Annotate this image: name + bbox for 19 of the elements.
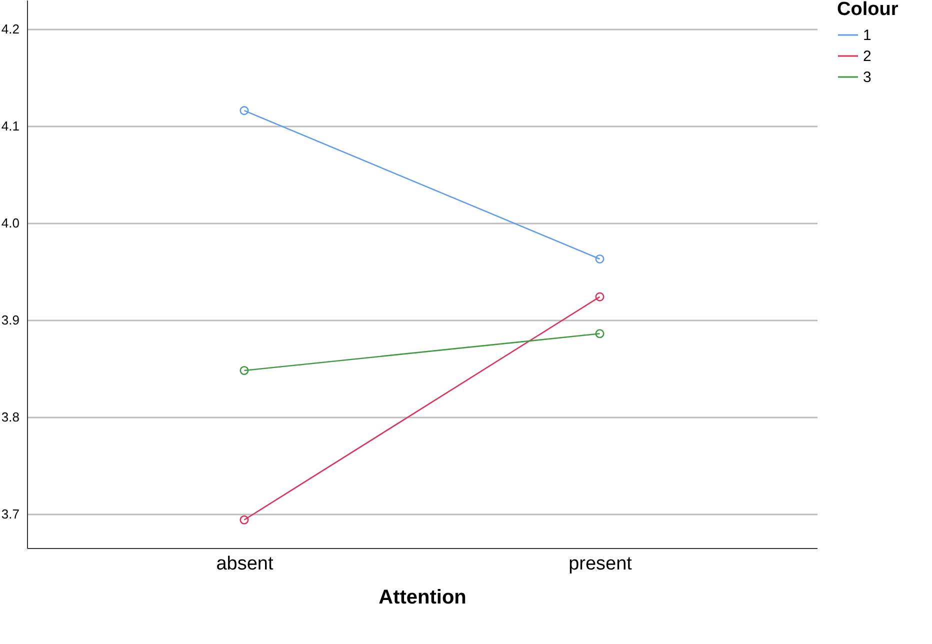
y-tick-label: 4.1 (1, 118, 20, 134)
y-tick-label: 4.2 (1, 22, 20, 37)
point (595, 292, 604, 302)
legend-label: 3 (863, 69, 872, 86)
x-axis-title: Attention (378, 586, 466, 608)
x-tick-label: absent (216, 554, 274, 574)
legend-label: 2 (863, 48, 872, 65)
point (595, 329, 604, 338)
x-tick-label: present (568, 554, 633, 574)
y-tick-label: 3.8 (1, 410, 20, 425)
point (240, 366, 249, 376)
legend-label: 1 (863, 27, 872, 44)
y-tick-label: 4.0 (1, 216, 20, 231)
point (240, 106, 249, 116)
y-tick-label: 3.7 (1, 506, 20, 522)
point (240, 515, 249, 524)
y-tick-label: 3.9 (1, 312, 20, 328)
legend-title: Colour (837, 0, 899, 20)
point (595, 254, 604, 264)
